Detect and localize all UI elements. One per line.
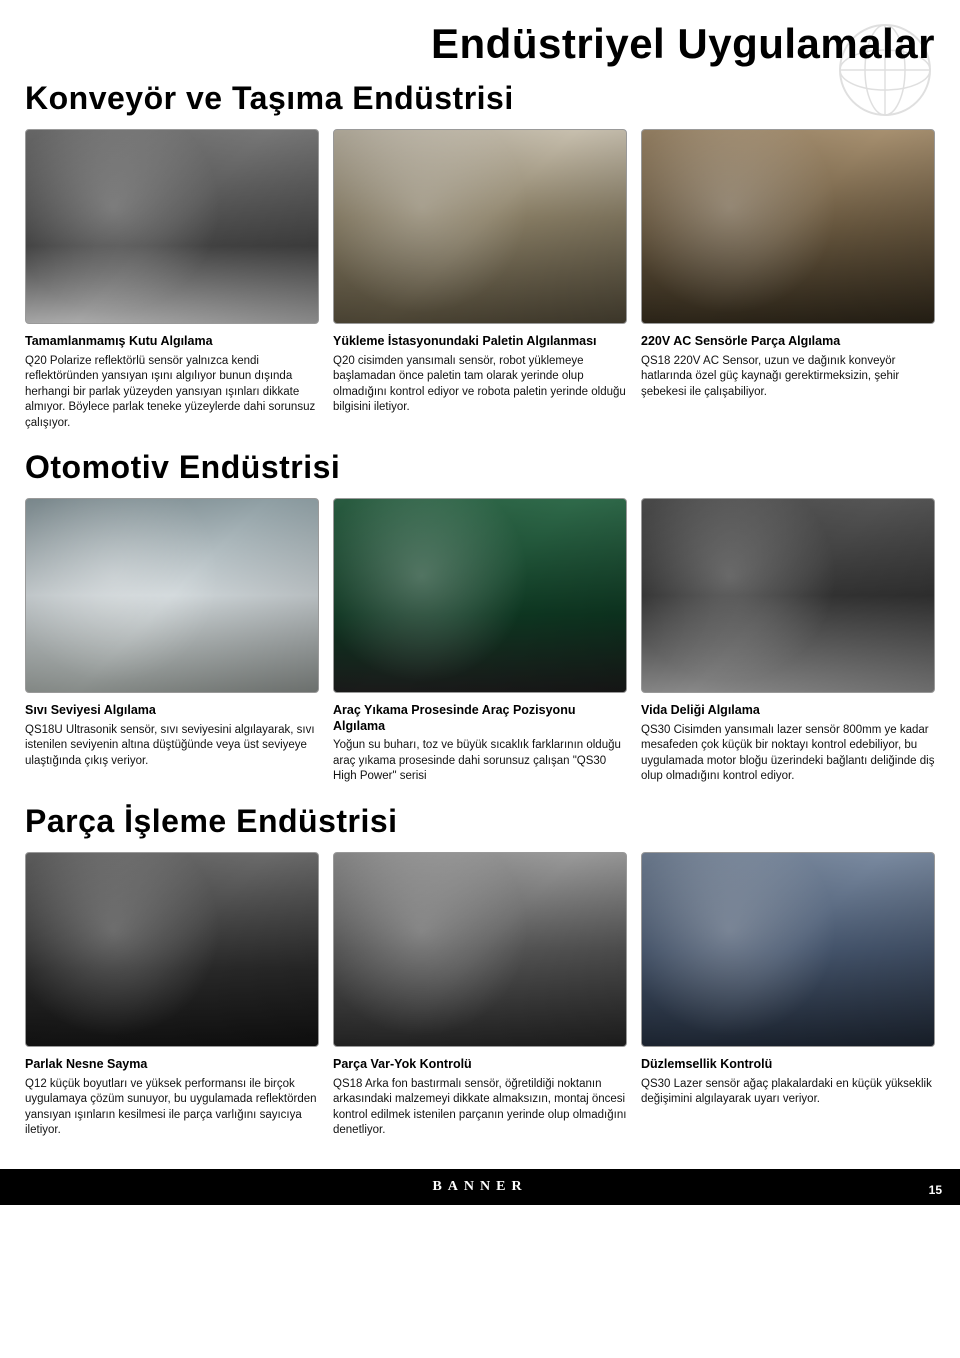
footer: BANNER 15: [0, 1169, 960, 1205]
card-title: Parça Var-Yok Kontrolü: [333, 1057, 627, 1073]
card-shiny-count: Parlak Nesne Sayma Q12 küçük boyutları v…: [25, 852, 319, 1139]
application-image: [333, 852, 627, 1047]
application-image: [333, 129, 627, 324]
card-title: 220V AC Sensörle Parça Algılama: [641, 334, 935, 350]
card-car-wash: Araç Yıkama Prosesinde Araç Pozisyonu Al…: [333, 498, 627, 785]
section-title-automotive: Otomotiv Endüstrisi: [25, 449, 935, 486]
card-220v-sensor: 220V AC Sensörle Parça Algılama QS18 220…: [641, 129, 935, 431]
card-body: Q20 cisimden yansımalı sensör, robot yük…: [333, 354, 627, 416]
card-body: QS18 Arka fon bastırmalı sensör, öğretil…: [333, 1077, 627, 1139]
application-image: [333, 498, 627, 693]
parts-grid: Parlak Nesne Sayma Q12 küçük boyutları v…: [25, 852, 935, 1139]
card-title: Sıvı Seviyesi Algılama: [25, 703, 319, 719]
card-title: Tamamlanmamış Kutu Algılama: [25, 334, 319, 350]
application-image: [641, 129, 935, 324]
card-title: Vida Deliği Algılama: [641, 703, 935, 719]
card-title: Araç Yıkama Prosesinde Araç Pozisyonu Al…: [333, 703, 627, 734]
application-image: [25, 129, 319, 324]
card-title: Düzlemsellik Kontrolü: [641, 1057, 935, 1073]
card-box-detection: Tamamlanmamış Kutu Algılama Q20 Polarize…: [25, 129, 319, 431]
card-title: Yükleme İstasyonundaki Paletin Algılanma…: [333, 334, 627, 350]
application-image: [25, 852, 319, 1047]
card-liquid-level: Sıvı Seviyesi Algılama QS18U Ultrasonik …: [25, 498, 319, 785]
card-pallet-detection: Yükleme İstasyonundaki Paletin Algılanma…: [333, 129, 627, 431]
application-image: [641, 852, 935, 1047]
footer-logo: BANNER: [432, 1179, 527, 1195]
application-image: [641, 498, 935, 693]
page: Endüstriyel Uygulamalar Konveyör ve Taşı…: [0, 0, 960, 1139]
section-title-parts: Parça İşleme Endüstrisi: [25, 803, 935, 840]
card-screw-hole: Vida Deliği Algılama QS30 Cisimden yansı…: [641, 498, 935, 785]
card-flatness-check: Düzlemsellik Kontrolü QS30 Lazer sensör …: [641, 852, 935, 1139]
application-image: [25, 498, 319, 693]
card-presence-check: Parça Var-Yok Kontrolü QS18 Arka fon bas…: [333, 852, 627, 1139]
card-body: QS18U Ultrasonik sensör, sıvı seviyesini…: [25, 723, 319, 770]
card-body: QS30 Lazer sensör ağaç plakalardaki en k…: [641, 1077, 935, 1108]
page-number: 15: [929, 1183, 942, 1197]
section-title-conveyor: Konveyör ve Taşıma Endüstrisi: [25, 80, 935, 117]
card-body: Q12 küçük boyutları ve yüksek performans…: [25, 1077, 319, 1139]
card-body: QS30 Cisimden yansımalı lazer sensör 800…: [641, 723, 935, 785]
conveyor-grid: Tamamlanmamış Kutu Algılama Q20 Polarize…: [25, 129, 935, 431]
automotive-grid: Sıvı Seviyesi Algılama QS18U Ultrasonik …: [25, 498, 935, 785]
card-body: Yoğun su buharı, toz ve büyük sıcaklık f…: [333, 738, 627, 785]
page-title: Endüstriyel Uygulamalar: [25, 20, 935, 68]
card-title: Parlak Nesne Sayma: [25, 1057, 319, 1073]
card-body: Q20 Polarize reflektörlü sensör yalnızca…: [25, 354, 319, 432]
card-body: QS18 220V AC Sensor, uzun ve dağınık kon…: [641, 354, 935, 401]
